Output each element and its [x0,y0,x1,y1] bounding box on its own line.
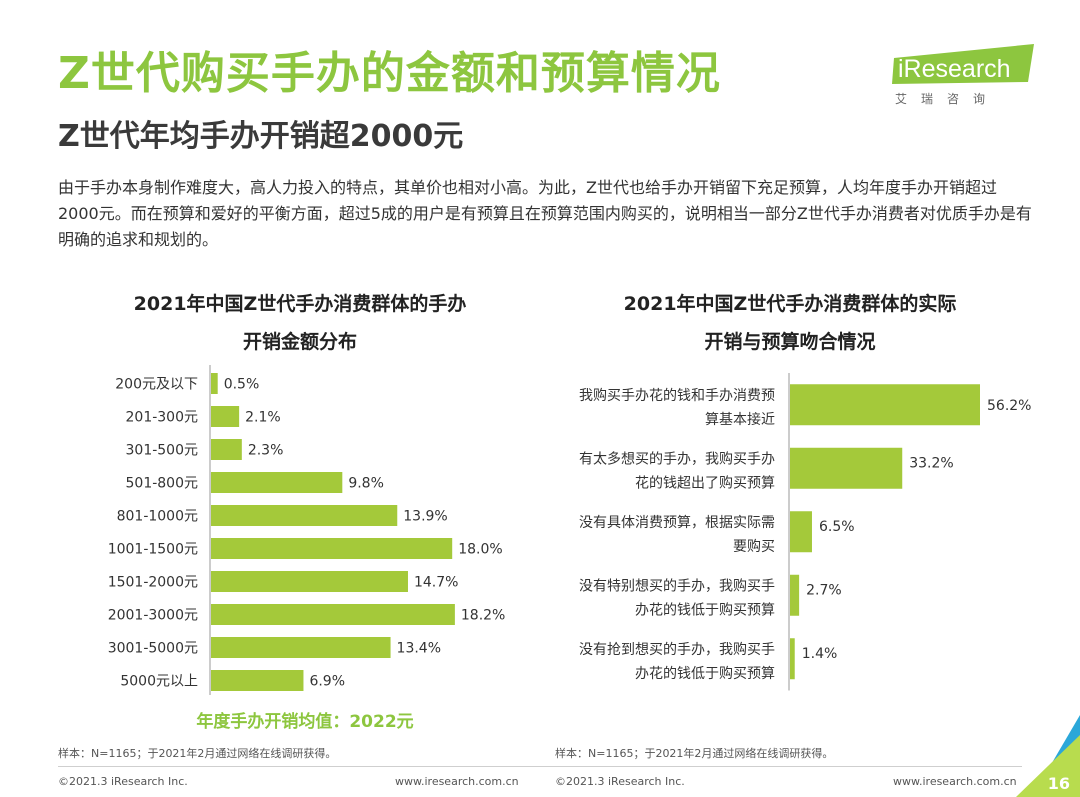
right-category-label-line: 办花的钱低于购买预算 [635,666,775,682]
left-bar [211,439,242,460]
right-category-label-line: 要购买 [733,539,775,555]
right-category-label-line: 花的钱超出了购买预算 [635,475,775,491]
left-bar-chart: 200元及以下 0.5% 201-300元 2.1% 301-500元 2.3% 501-8… [108,365,505,695]
right-sample-note: 样本：N=1165；于2021年2月通过网络在线调研获得。 [555,747,834,760]
right-category-label: 没有具体消费预算，根据实际需要购买 [579,515,775,555]
right-bar [790,447,903,489]
left-copyright: ©2021.3 iResearch Inc. [58,775,188,788]
logo-subtitle: 艾瑞咨询 [895,92,1000,106]
right-category-label: 有太多想买的手办，我购买手办花的钱超出了购买预算 [579,450,775,491]
right-value-label: 33.2% [909,455,953,471]
left-bar [211,571,408,592]
left-chart-title-line1: 2021年中国Z世代手办消费群体的手办 [133,293,467,315]
logo-green-banner [892,44,1034,84]
intro-paragraph: 由于手办本身制作难度大，高人力投入的特点，其单价也相对小高。为此，Z世代也给手办… [58,178,1032,249]
left-bar [211,373,218,394]
average-spend: 年度手办开销均值：2022元 [196,712,414,732]
page-number: 16 [1047,774,1070,793]
right-bar-chart: 我购买手办花的钱和手办消费预算基本接近 56.2% 有太多想买的手办，我购买手办花的… [579,373,1031,691]
left-category-label: 5000元以上 [120,674,198,690]
right-value-label: 1.4% [802,646,838,662]
footer-divider [58,766,1022,767]
right-category-label-line: 算基本接近 [705,411,775,428]
left-bar [211,538,453,559]
left-value-label: 0.5% [224,377,260,393]
right-chart-title-line2: 开销与预算吻合情况 [704,331,876,353]
right-chart-title-line1: 2021年中国Z世代手办消费群体的实际 [623,293,957,315]
left-sample-note: 样本：N=1165；于2021年2月通过网络在线调研获得。 [58,747,337,760]
left-website-link[interactable]: www.iresearch.com.cn [395,775,519,788]
left-bar [211,505,398,526]
right-category-label-line: 没有特别想买的手办，我购买手 [579,578,775,594]
left-category-label: 201-300元 [126,410,199,426]
left-bar [211,472,343,493]
left-category-label: 3001-5000元 [108,641,198,657]
left-chart-title: 2021年中国Z世代手办消费群体的手办 开销金额分布 [90,285,510,361]
left-category-label: 1001-1500元 [108,542,198,558]
left-bar [211,637,391,658]
left-bar [211,670,304,691]
right-category-label-line: 没有具体消费预算，根据实际需 [579,515,775,531]
left-bar [211,406,240,427]
left-value-label: 13.9% [403,509,447,525]
left-value-label: 2.3% [248,443,284,459]
page-subtitle: Z世代年均手办开销超2000元 [58,119,464,154]
left-value-label: 2.1% [245,410,281,426]
right-category-label-line: 我购买手办花的钱和手办消费预 [579,388,775,404]
left-value-label: 18.2% [461,608,505,624]
left-category-label: 200元及以下 [115,377,198,393]
right-value-label: 6.5% [819,519,855,535]
left-category-label: 501-800元 [126,476,199,492]
right-category-label: 没有抢到想买的手办，我购买手办花的钱低于购买预算 [579,641,775,682]
right-category-label-line: 办花的钱低于购买预算 [635,602,775,618]
right-category-label: 没有特别想买的手办，我购买手办花的钱低于购买预算 [579,578,775,618]
left-category-label: 301-500元 [126,443,199,459]
left-value-label: 9.8% [348,476,384,492]
right-category-label-line: 有太多想买的手办，我购买手办 [579,450,775,467]
left-category-label: 1501-2000元 [108,575,198,591]
right-category-label-line: 没有抢到想买的手办，我购买手 [579,641,775,658]
right-bar [790,384,980,426]
right-value-label: 2.7% [806,582,842,598]
right-chart-title: 2021年中国Z世代手办消费群体的实际 开销与预算吻合情况 [575,285,1005,361]
iresearch-logo-icon: iResearch [892,44,1034,84]
right-bar [790,574,800,616]
left-value-label: 13.4% [397,641,441,657]
corner-green-triangle [1016,735,1080,797]
right-bar [790,511,812,553]
corner-decoration [1016,715,1080,797]
page-title: Z世代购买手办的金额和预算情况 [58,48,721,99]
left-chart-title-line2: 开销金额分布 [242,331,357,353]
left-category-label: 2001-3000元 [108,608,198,624]
left-category-label: 801-1000元 [117,509,198,525]
logo-text: iResearch [898,55,1011,83]
right-website-link[interactable]: www.iresearch.com.cn [893,775,1017,788]
right-bar [790,638,795,680]
left-value-label: 14.7% [414,575,458,591]
left-bar [211,604,455,625]
left-value-label: 18.0% [458,542,502,558]
right-value-label: 56.2% [987,398,1031,414]
left-value-label: 6.9% [309,674,345,690]
right-category-label: 我购买手办花的钱和手办消费预算基本接近 [579,388,775,428]
right-copyright: ©2021.3 iResearch Inc. [555,775,685,788]
